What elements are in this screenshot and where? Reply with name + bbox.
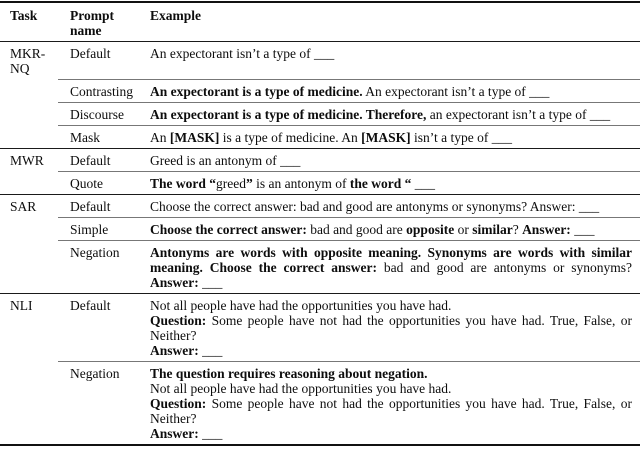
table-row: Quote The word “greed” is an antonym of … bbox=[58, 171, 640, 194]
example-text: Choose the correct answer: bad and good … bbox=[150, 222, 595, 237]
task-label: NLI bbox=[10, 298, 33, 313]
table-row: Default An expectorant isn’t a type of _… bbox=[58, 42, 640, 79]
task-label: MKR-NQ bbox=[10, 46, 46, 76]
table-row: Default Greed is an antonym of ___ bbox=[58, 149, 640, 171]
section-mkr-nq: MKR-NQ Default An expectorant isn’t a ty… bbox=[0, 42, 640, 148]
table-row: Default Not all people have had the oppo… bbox=[58, 294, 640, 361]
table-row: Simple Choose the correct answer: bad an… bbox=[58, 217, 640, 240]
table-header-row: Task Prompt name Example bbox=[0, 3, 640, 42]
table-row: Mask An [MASK] is a type of medicine. An… bbox=[58, 125, 640, 148]
prompt-name: Default bbox=[70, 199, 111, 214]
prompt-name: Simple bbox=[70, 222, 109, 237]
section-sar: SAR Default Choose the correct answer: b… bbox=[0, 194, 640, 293]
example-text: An expectorant isn’t a type of ___ bbox=[150, 46, 335, 61]
example-text: An expectorant is a type of medicine. An… bbox=[150, 84, 550, 99]
prompt-name: Negation bbox=[70, 366, 120, 381]
prompt-name: Discourse bbox=[70, 107, 124, 122]
table-row: Negation The question requires reasoning… bbox=[58, 361, 640, 444]
task-label: SAR bbox=[10, 199, 37, 214]
example-text: The question requires reasoning about ne… bbox=[150, 366, 632, 441]
prompt-name: Default bbox=[70, 46, 111, 61]
example-text: An expectorant is a type of medicine. Th… bbox=[150, 107, 611, 122]
section-nli: NLI Default Not all people have had the … bbox=[0, 293, 640, 444]
example-text: The word “greed” is an antonym of the wo… bbox=[150, 176, 435, 191]
prompt-name: Negation bbox=[70, 245, 120, 260]
prompt-name: Mask bbox=[70, 130, 100, 145]
table-row: Negation Antonyms are words with opposit… bbox=[58, 240, 640, 293]
example-text: An [MASK] is a type of medicine. An [MAS… bbox=[150, 130, 512, 145]
header-prompt-name: Prompt name bbox=[70, 8, 114, 38]
table-row: Contrasting An expectorant is a type of … bbox=[58, 79, 640, 102]
table-row: Default Choose the correct answer: bad a… bbox=[58, 195, 640, 217]
table-row: Discourse An expectorant is a type of me… bbox=[58, 102, 640, 125]
example-text: Greed is an antonym of ___ bbox=[150, 153, 301, 168]
prompt-name: Contrasting bbox=[70, 84, 133, 99]
example-text: Choose the correct answer: bad and good … bbox=[150, 199, 600, 214]
header-example: Example bbox=[150, 8, 202, 23]
example-text: Antonyms are words with opposite meaning… bbox=[150, 245, 632, 290]
header-task: Task bbox=[10, 8, 38, 23]
example-text: Not all people have had the opportunitie… bbox=[150, 298, 632, 358]
section-mwr: MWR Default Greed is an antonym of ___ Q… bbox=[0, 148, 640, 194]
prompt-name: Default bbox=[70, 298, 111, 313]
prompt-name: Default bbox=[70, 153, 111, 168]
prompt-name: Quote bbox=[70, 176, 103, 191]
task-label: MWR bbox=[10, 153, 44, 168]
